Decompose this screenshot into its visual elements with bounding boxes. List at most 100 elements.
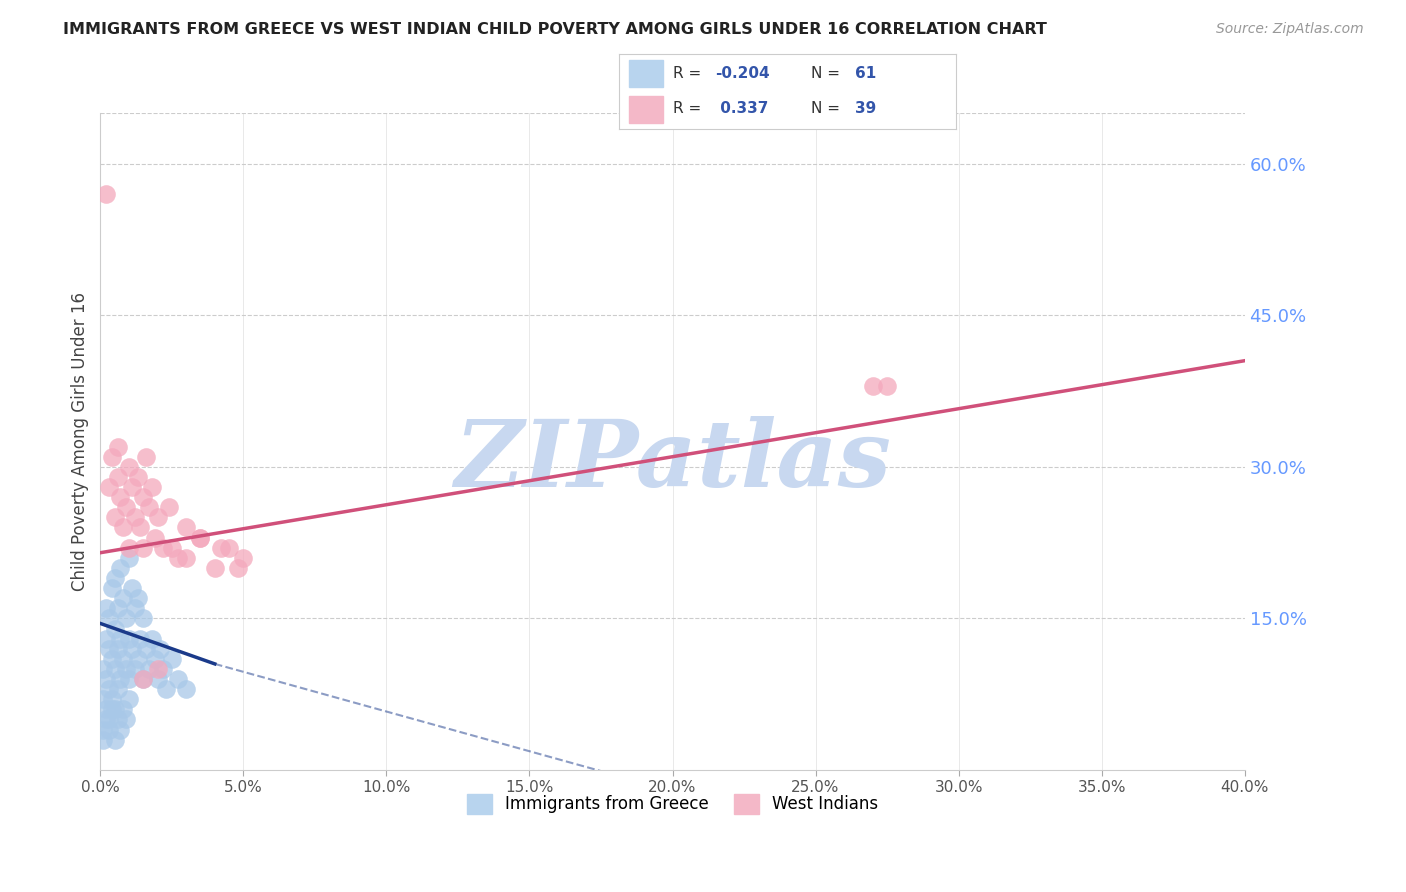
Text: ZIPatlas: ZIPatlas <box>454 417 891 507</box>
Point <box>138 662 160 676</box>
Point <box>94 601 117 615</box>
Point <box>132 672 155 686</box>
Point <box>115 611 138 625</box>
Point <box>124 510 146 524</box>
Point <box>143 652 166 666</box>
Point <box>112 652 135 666</box>
Point <box>160 652 183 666</box>
Point <box>107 641 129 656</box>
Point <box>110 672 132 686</box>
Point <box>104 510 127 524</box>
Point <box>124 601 146 615</box>
Point <box>107 601 129 615</box>
Point <box>91 692 114 706</box>
Point <box>107 713 129 727</box>
Point <box>127 652 149 666</box>
Point <box>129 520 152 534</box>
Point <box>94 713 117 727</box>
Legend: Immigrants from Greece, West Indians: Immigrants from Greece, West Indians <box>460 787 884 821</box>
Point <box>218 541 240 555</box>
Point <box>110 490 132 504</box>
Point <box>118 672 141 686</box>
Point <box>174 550 197 565</box>
Point <box>94 186 117 201</box>
Point <box>135 450 157 464</box>
Point <box>104 662 127 676</box>
Point <box>101 692 124 706</box>
Point <box>91 662 114 676</box>
Point <box>129 632 152 646</box>
Point <box>107 440 129 454</box>
Point <box>146 662 169 676</box>
Point <box>166 550 188 565</box>
Point <box>110 561 132 575</box>
Point <box>209 541 232 555</box>
Point <box>121 641 143 656</box>
Bar <box>628 96 662 123</box>
Point <box>166 672 188 686</box>
Point <box>91 723 114 737</box>
Point <box>118 692 141 706</box>
Point <box>124 662 146 676</box>
Text: Source: ZipAtlas.com: Source: ZipAtlas.com <box>1216 22 1364 37</box>
Point <box>107 470 129 484</box>
Point <box>94 632 117 646</box>
Point <box>101 581 124 595</box>
Text: 39: 39 <box>855 102 876 116</box>
Text: -0.204: -0.204 <box>714 66 769 81</box>
Point <box>104 732 127 747</box>
Point <box>97 480 120 494</box>
Point <box>226 561 249 575</box>
Point <box>118 459 141 474</box>
Point <box>110 632 132 646</box>
Point <box>112 520 135 534</box>
Point <box>94 702 117 716</box>
Point <box>115 500 138 515</box>
Point <box>104 571 127 585</box>
Point <box>97 713 120 727</box>
Point <box>118 550 141 565</box>
Point <box>146 672 169 686</box>
Point <box>155 682 177 697</box>
Bar <box>628 60 662 87</box>
Point <box>104 702 127 716</box>
Point <box>101 652 124 666</box>
Point <box>97 641 120 656</box>
Point <box>118 632 141 646</box>
Point <box>127 591 149 606</box>
Point <box>132 611 155 625</box>
Point <box>146 510 169 524</box>
Point <box>141 480 163 494</box>
Point <box>101 450 124 464</box>
Point <box>97 682 120 697</box>
Point <box>157 500 180 515</box>
Point <box>862 379 884 393</box>
Point <box>138 500 160 515</box>
Point <box>190 531 212 545</box>
Point <box>190 531 212 545</box>
Point <box>160 541 183 555</box>
Point <box>143 531 166 545</box>
Point <box>91 732 114 747</box>
Text: IMMIGRANTS FROM GREECE VS WEST INDIAN CHILD POVERTY AMONG GIRLS UNDER 16 CORRELA: IMMIGRANTS FROM GREECE VS WEST INDIAN CH… <box>63 22 1047 37</box>
Point <box>121 480 143 494</box>
Point <box>876 379 898 393</box>
Point <box>132 541 155 555</box>
Point <box>115 713 138 727</box>
Text: 61: 61 <box>855 66 876 81</box>
Point <box>127 470 149 484</box>
Point <box>107 682 129 697</box>
Point <box>174 682 197 697</box>
Text: R =: R = <box>672 102 706 116</box>
Point <box>232 550 254 565</box>
Point <box>135 641 157 656</box>
Text: N =: N = <box>811 102 845 116</box>
Text: R =: R = <box>672 66 706 81</box>
Point <box>115 662 138 676</box>
Point <box>118 541 141 555</box>
Point <box>204 561 226 575</box>
Point <box>97 723 120 737</box>
Text: N =: N = <box>811 66 845 81</box>
Point <box>132 672 155 686</box>
Point <box>94 672 117 686</box>
